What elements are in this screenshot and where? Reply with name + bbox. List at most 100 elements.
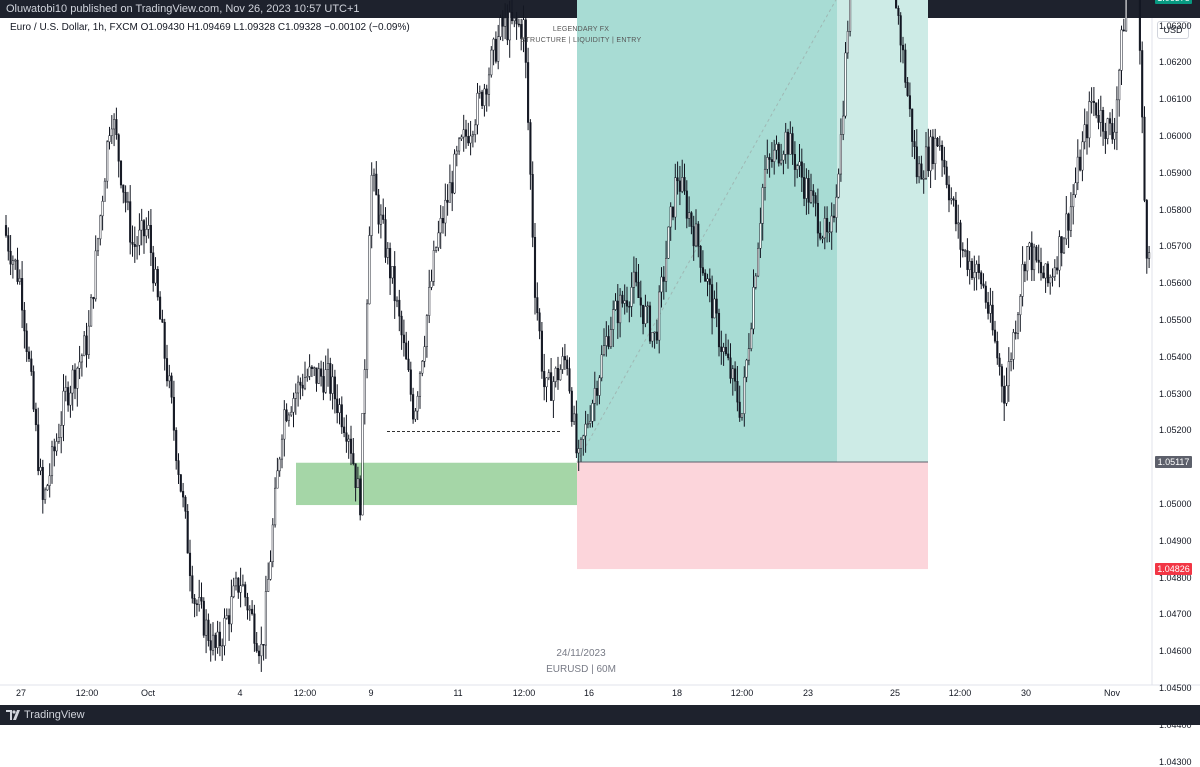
candle-body bbox=[1026, 246, 1029, 272]
candle-body bbox=[943, 159, 946, 168]
candle-body bbox=[283, 409, 286, 440]
candle-body bbox=[632, 271, 635, 288]
candle-body bbox=[209, 640, 212, 651]
candle-body bbox=[186, 511, 189, 554]
candle-body bbox=[464, 129, 468, 137]
candle-body bbox=[642, 304, 645, 324]
time-tick: 23 bbox=[802, 688, 814, 698]
candle-body bbox=[844, 52, 847, 117]
candle-body bbox=[253, 613, 256, 644]
candle-body bbox=[414, 410, 417, 420]
candle-body bbox=[69, 392, 72, 406]
candle-body bbox=[230, 596, 233, 625]
candle-body bbox=[1125, 0, 1128, 32]
candle-body bbox=[113, 119, 116, 130]
candle-body bbox=[1085, 124, 1089, 139]
candle-body bbox=[950, 198, 953, 201]
candle-body bbox=[786, 131, 790, 155]
candle-body bbox=[354, 463, 357, 488]
candle-body bbox=[177, 460, 180, 475]
candle-body bbox=[964, 250, 967, 252]
currency-button[interactable]: USD bbox=[1157, 21, 1189, 39]
candle-body bbox=[977, 263, 980, 273]
candle-body bbox=[770, 159, 773, 162]
candle-body bbox=[276, 470, 279, 489]
candle-body bbox=[1092, 100, 1095, 103]
candle-body bbox=[432, 250, 435, 282]
candle-body bbox=[582, 435, 585, 440]
candle-body bbox=[1113, 131, 1116, 140]
candle-body bbox=[110, 128, 113, 136]
candle-body bbox=[701, 267, 704, 274]
price-chart[interactable] bbox=[0, 0, 1200, 725]
candle-body bbox=[257, 650, 261, 657]
candle-body bbox=[409, 369, 412, 395]
candle-body bbox=[648, 305, 652, 342]
candle-body bbox=[129, 201, 132, 243]
candle-body bbox=[416, 395, 419, 412]
candle-body bbox=[616, 300, 619, 324]
symbol-legend[interactable]: Euro / U.S. Dollar, 1h, FXCM O1.09430 H1… bbox=[10, 22, 410, 33]
candle-body bbox=[154, 269, 157, 284]
candle-body bbox=[763, 168, 767, 188]
candle-body bbox=[970, 261, 974, 279]
candle-body bbox=[920, 163, 923, 180]
demand-zone bbox=[296, 462, 577, 506]
candle-body bbox=[768, 157, 771, 160]
candle-body bbox=[471, 134, 474, 137]
candle-body bbox=[241, 584, 244, 586]
candle-body bbox=[908, 95, 911, 110]
candle-body bbox=[7, 235, 10, 252]
candle-body bbox=[262, 644, 265, 646]
candle-body bbox=[550, 372, 553, 401]
price-tag-target[interactable]: 1.06378 bbox=[1155, 0, 1192, 4]
price-tag-stop[interactable]: 1.04826 bbox=[1155, 563, 1192, 576]
candle-body bbox=[593, 388, 596, 404]
candle-body bbox=[145, 229, 148, 237]
candle-body bbox=[237, 577, 240, 593]
price-tick: 1.04300 bbox=[1159, 756, 1192, 767]
profit-zone-remaining bbox=[837, 0, 928, 463]
candle-body bbox=[982, 283, 985, 287]
candle-body bbox=[1143, 116, 1146, 201]
candle-body bbox=[1049, 276, 1052, 284]
candle-body bbox=[370, 175, 373, 236]
candle-body bbox=[729, 357, 732, 379]
candle-body bbox=[453, 153, 456, 194]
candle-body bbox=[625, 300, 629, 307]
candle-body bbox=[1104, 131, 1107, 139]
candle-body bbox=[568, 368, 571, 392]
candle-body bbox=[379, 214, 382, 225]
candle-body bbox=[1088, 101, 1091, 139]
candle-body bbox=[67, 387, 70, 406]
candle-body bbox=[1005, 385, 1008, 404]
candle-body bbox=[522, 19, 525, 39]
candle-body bbox=[175, 430, 178, 461]
candle-body bbox=[106, 141, 109, 182]
candle-body bbox=[494, 38, 497, 62]
candle-body bbox=[55, 441, 58, 452]
candle-body bbox=[510, 12, 514, 22]
candle-body bbox=[515, 17, 518, 25]
tradingview-brand: TradingView bbox=[24, 709, 85, 721]
candle-body bbox=[80, 355, 83, 363]
candle-body bbox=[832, 215, 836, 218]
candle-body bbox=[131, 241, 134, 245]
profit-zone-filled bbox=[577, 0, 837, 463]
candle-body bbox=[575, 413, 578, 454]
candle-body bbox=[1099, 110, 1102, 123]
candle-body bbox=[85, 335, 88, 355]
candle-body bbox=[993, 329, 997, 342]
time-tick: 9 bbox=[368, 688, 374, 698]
candle-body bbox=[315, 367, 318, 384]
price-tick: 1.06300 bbox=[1159, 20, 1192, 31]
candle-body bbox=[814, 195, 817, 204]
candle-body bbox=[474, 124, 477, 135]
candle-body bbox=[706, 278, 709, 282]
candle-body bbox=[501, 17, 504, 27]
price-tag-entry[interactable]: 1.05117 bbox=[1155, 456, 1192, 468]
candle-body bbox=[570, 390, 573, 422]
candle-body bbox=[214, 634, 217, 648]
candle-body bbox=[800, 161, 803, 178]
candle-body bbox=[653, 331, 656, 334]
